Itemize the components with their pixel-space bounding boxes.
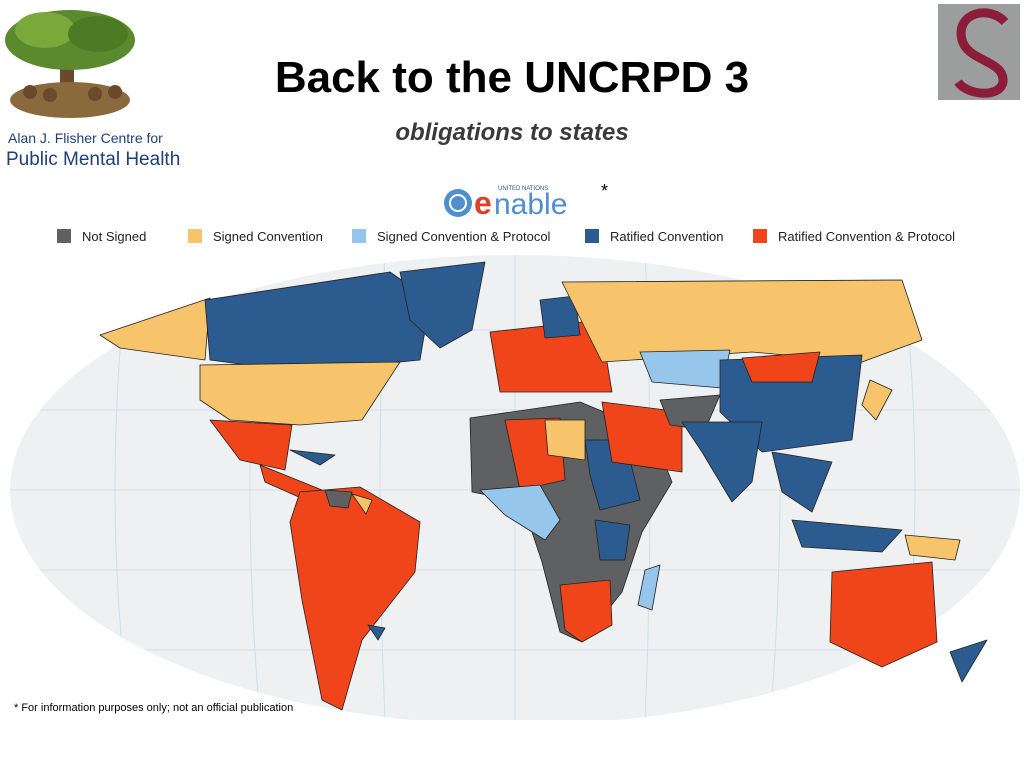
country [479,484,561,541]
country [594,519,631,561]
country [539,295,581,339]
country [289,449,336,466]
un-emblem [444,189,472,217]
logo-line2: Public Mental Health [6,149,180,170]
subtitle: obligations to states [395,119,628,146]
footnote: * For information purposes only; not an … [14,702,293,714]
country [949,639,988,683]
country [904,534,961,561]
country [861,379,893,421]
country [204,271,431,373]
country [324,489,353,509]
legend-swatch [585,229,599,243]
legend-swatch [352,229,366,243]
legend-swatch [753,229,767,243]
country [601,401,683,473]
country [559,579,613,643]
country [199,361,401,426]
tree-logo [5,10,135,118]
country [637,564,661,611]
country [209,419,293,471]
country [681,421,763,503]
brand-e: e [474,185,492,221]
country [791,519,903,553]
legend-swatch [57,229,71,243]
legend: Not Signed Signed Convention Signed Conven… [57,229,955,244]
legend-label: Signed Convention & Protocol [377,229,551,244]
country [561,279,923,363]
legend-swatch [188,229,202,243]
title: Back to the UNCRPD 3 [275,53,749,102]
country [771,451,833,513]
brand-rest: nable [494,188,567,221]
country [367,624,386,641]
brand-org: UNITED NATIONS [498,186,548,192]
country [289,486,421,711]
country [399,261,486,349]
legend-label: Signed Convention [213,229,323,244]
country [99,297,211,361]
country [351,493,373,515]
world-map [10,255,1020,721]
university-logo [938,4,1020,100]
legend-label: Ratified Convention [610,229,723,244]
country [829,561,938,668]
legend-label: Ratified Convention & Protocol [778,229,955,244]
brand-mark: * [601,181,608,201]
country [639,349,731,389]
country [544,419,586,461]
legend-label: Not Signed [82,229,146,244]
logo-line1: Alan J. Flisher Centre for [8,130,163,146]
country [741,351,821,383]
